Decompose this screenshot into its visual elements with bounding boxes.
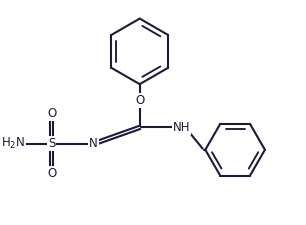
Text: N: N [89,137,98,150]
Text: S: S [48,137,55,150]
Text: NH: NH [173,121,190,134]
Text: O: O [47,167,56,180]
Text: H$_2$N: H$_2$N [1,136,25,151]
Text: O: O [135,94,144,107]
Text: O: O [47,108,56,121]
